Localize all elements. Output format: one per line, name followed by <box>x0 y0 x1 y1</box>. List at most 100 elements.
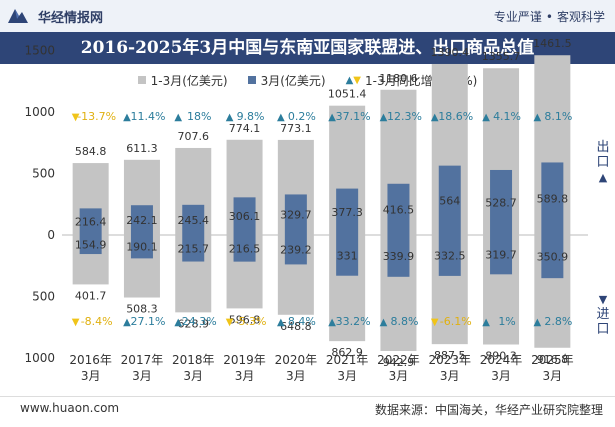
import-month-label: 319.7 <box>485 249 517 262</box>
footer-website[interactable]: www.huaon.com <box>20 401 120 415</box>
import-ytd-label: 887.5 <box>434 349 466 362</box>
import-month-label: 332.5 <box>434 249 466 262</box>
import-ytd-label: 648.8 <box>280 320 312 333</box>
triangle-up-icon: ▲ <box>345 74 354 86</box>
export-month-label: 528.7 <box>485 196 517 209</box>
export-month-label: 242.1 <box>126 214 158 227</box>
import-month-bar <box>233 235 256 262</box>
import-growth-label: 27.1% <box>130 315 165 328</box>
top-bar: 华经情报网 专业严谨 • 客观科学 <box>0 0 615 32</box>
export-growth-label: 18.6% <box>438 110 473 123</box>
export-growth-label: 37.1% <box>336 110 371 123</box>
import-growth-label: 24.3% <box>182 315 217 328</box>
y-tick-label: 0 <box>47 228 55 242</box>
export-growth-label: 12.3% <box>387 110 422 123</box>
legend-swatch-blue <box>247 76 256 84</box>
x-tick-label-year: 2017年 <box>121 353 164 367</box>
y-tick-label: 500 <box>32 167 55 181</box>
y-tick-label: 1500 <box>24 44 55 58</box>
export-ytd-label: 611.3 <box>126 142 158 155</box>
y-tick-label: 1000 <box>24 105 55 119</box>
slogan-right: 客观科学 <box>556 10 605 24</box>
growth-up-icon: ▲ <box>277 317 285 328</box>
export-month-label: 329.7 <box>280 209 312 222</box>
x-tick-label-year: 2016年 <box>69 353 112 367</box>
import-month-label: 350.9 <box>537 251 569 264</box>
import-month-bar <box>336 235 359 276</box>
export-month-label: 589.8 <box>537 193 569 206</box>
x-tick-label-year: 2019年 <box>223 353 266 367</box>
side-label-import: ▼ 进口 <box>595 292 611 337</box>
growth-down-icon: ▼ <box>226 317 234 328</box>
import-growth-label: -5.3% <box>235 315 267 328</box>
x-tick-label-year: 2025年 <box>531 353 574 367</box>
y-tick-label: 1000 <box>24 351 55 365</box>
growth-up-icon: ▲ <box>328 112 336 123</box>
y-tick-label: 500 <box>32 290 55 304</box>
export-month-bar <box>182 204 205 235</box>
brand-logo[interactable]: 华经情报网 <box>6 6 103 26</box>
export-month-bar <box>438 165 461 235</box>
growth-down-icon: ▼ <box>431 317 439 328</box>
export-month-bar <box>490 169 513 235</box>
x-tick-label-month: 3月 <box>235 369 255 383</box>
import-growth-label: 8.8% <box>390 315 418 328</box>
x-tick-label-month: 3月 <box>440 369 460 383</box>
import-month-bar <box>130 235 153 259</box>
slogan-separator: • <box>545 10 553 24</box>
export-month-label: 416.5 <box>383 203 415 216</box>
growth-up-icon: ▲ <box>328 317 336 328</box>
import-month-bar <box>490 235 513 275</box>
chart-area: 200015001000500050010001500584.8216.4154… <box>24 37 588 383</box>
import-ytd-label: 508.3 <box>126 303 158 316</box>
export-growth-label: 8.1% <box>544 110 572 123</box>
import-growth-label: -8.4% <box>81 315 113 328</box>
export-month-bar <box>336 188 359 235</box>
import-growth-label: -6.1% <box>440 315 472 328</box>
export-month-label: 245.4 <box>178 214 210 227</box>
x-tick-label-month: 3月 <box>132 369 152 383</box>
x-tick-label-year: 2022年 <box>377 353 420 367</box>
slogan-left: 专业严谨 <box>493 10 542 24</box>
import-month-label: 339.9 <box>383 250 415 263</box>
export-growth-label: -13.7% <box>77 110 116 123</box>
import-month-label: 215.7 <box>178 242 210 255</box>
import-month-label: 216.5 <box>229 242 261 255</box>
growth-up-icon: ▲ <box>533 317 541 328</box>
growth-up-icon: ▲ <box>123 112 131 123</box>
growth-up-icon: ▲ <box>482 317 490 328</box>
logo-icon <box>8 9 28 23</box>
export-ytd-label: 773.1 <box>280 122 312 135</box>
growth-up-icon: ▲ <box>174 112 182 123</box>
import-month-label: 239.2 <box>280 244 312 257</box>
export-month-bar <box>79 208 102 235</box>
x-tick-label-year: 2023年 <box>428 353 471 367</box>
export-growth-label: 0.2% <box>288 110 316 123</box>
arrow-down-icon: ▼ <box>598 293 608 306</box>
import-ytd-label: 890.3 <box>485 350 517 363</box>
import-month-label: 190.1 <box>126 241 158 254</box>
import-ytd-label: 401.7 <box>75 289 107 302</box>
x-tick-label-month: 3月 <box>81 369 101 383</box>
growth-up-icon: ▲ <box>380 112 388 123</box>
arrow-up-icon: ▲ <box>598 171 608 184</box>
x-tick-label-month: 3月 <box>286 369 306 383</box>
x-tick-label-year: 2024年 <box>480 353 523 367</box>
export-month-bar <box>541 162 564 235</box>
chart-title: 2016-2025年3月中国与东南亚国家联盟进、出口商品总值 <box>0 32 615 64</box>
export-growth-label: 9.8% <box>237 110 265 123</box>
x-tick-label-month: 3月 <box>491 369 511 383</box>
footer-source: 数据来源：中国海关，华经产业研究院整理 <box>374 403 603 417</box>
side-label-export-text: 出口 <box>596 140 610 170</box>
growth-down-icon: ▼ <box>72 317 80 328</box>
export-month-label: 216.4 <box>75 216 107 229</box>
import-ytd-label: 942.9 <box>383 356 415 369</box>
growth-up-icon: ▲ <box>174 317 182 328</box>
export-month-bar <box>233 197 256 235</box>
x-tick-label-month: 3月 <box>337 369 357 383</box>
export-ytd-label: 1180.6 <box>379 72 418 85</box>
import-growth-label: 33.2% <box>336 315 371 328</box>
export-growth-label: 18% <box>187 110 211 123</box>
growth-up-icon: ▲ <box>431 112 439 123</box>
legend-label-month: 3月(亿美元) <box>260 73 326 88</box>
